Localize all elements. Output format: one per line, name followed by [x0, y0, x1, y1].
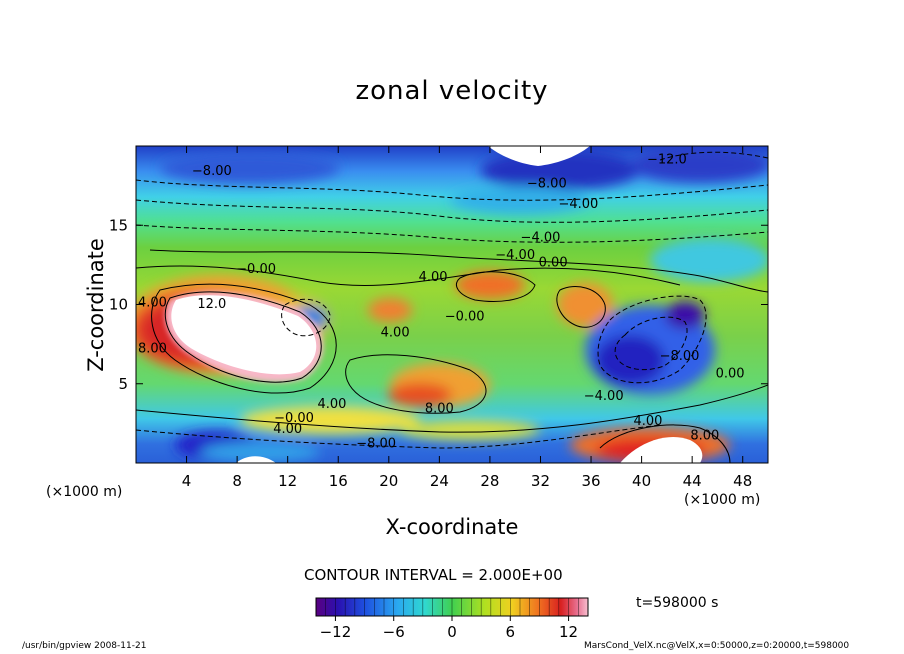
- y-tick-label: 5: [118, 375, 128, 393]
- colorbar-tick-label: 6: [506, 623, 516, 641]
- x-tick-label: 12: [278, 472, 297, 490]
- footer-program-date: /usr/bin/gpview 2008-11-21: [22, 641, 147, 651]
- contour-label: −4.00: [558, 197, 598, 212]
- contour-label: 4.00: [419, 270, 448, 285]
- x-tick-label: 16: [329, 472, 348, 490]
- x-tick-label: 36: [581, 472, 600, 490]
- colorbar-tick-label: −12: [320, 623, 352, 641]
- x-tick-label: 24: [430, 472, 449, 490]
- contour-label: 8.00: [138, 341, 167, 356]
- x-tick-label: 20: [379, 472, 398, 490]
- contour-label: −4.00: [584, 389, 624, 404]
- colorbar: −12 −6 0 6 12: [315, 597, 589, 641]
- time-label: t=598000 s: [636, 595, 719, 611]
- x-tick-label: 48: [733, 472, 752, 490]
- contour-interval-label: CONTOUR INTERVAL = 2.000E+00: [304, 566, 563, 584]
- contour-label: 4.00: [138, 295, 167, 310]
- chart-title: zonal velocity: [355, 76, 549, 106]
- contour-label: −12.0: [647, 153, 687, 168]
- x-tick-label: 40: [632, 472, 651, 490]
- contour-label: 12.0: [197, 297, 226, 312]
- colorbar-tick-label: −6: [383, 623, 405, 641]
- contour-label: 0.00: [539, 256, 568, 271]
- x-tick-label: 32: [531, 472, 550, 490]
- x-axis-unit-right: (×1000 m): [684, 492, 761, 508]
- contour-label: −0.00: [274, 411, 314, 426]
- contour-label: −8.00: [527, 176, 567, 191]
- x-tick-label: 8: [232, 472, 242, 490]
- x-tick-label: 44: [683, 472, 702, 490]
- contour-label: −8.00: [356, 436, 396, 451]
- colorbar-tick-label: 0: [447, 623, 457, 641]
- contour-label: 0.00: [716, 367, 745, 382]
- contour-label: 4.00: [381, 325, 410, 340]
- y-tick-label: 10: [109, 296, 128, 314]
- contour-label: 4.00: [317, 397, 346, 412]
- contour-label: −4.00: [521, 230, 561, 245]
- contour-label: 8.00: [690, 428, 719, 443]
- contour-label: −8.00: [192, 164, 232, 179]
- contour-label: −4.00: [495, 248, 535, 263]
- contour-label: −8.00: [660, 349, 700, 364]
- x-axis-label: X-coordinate: [385, 515, 519, 539]
- x-axis-unit-left: (×1000 m): [46, 484, 123, 500]
- x-tick-label: 4: [182, 472, 192, 490]
- y-tick-label: 15: [109, 216, 128, 234]
- footer-source: MarsCond_VelX.nc@VelX,x=0:50000,z=0:2000…: [584, 641, 850, 651]
- contour-label: −0.00: [445, 310, 485, 325]
- colorbar-tick-label: 12: [559, 623, 578, 641]
- contour-label: 4.00: [273, 422, 302, 437]
- x-tick-label: 28: [480, 472, 499, 490]
- velocity-field: [136, 146, 768, 463]
- contour-label: 4.00: [633, 414, 662, 429]
- contour-label: 8.00: [425, 402, 454, 417]
- contour-label: −0.00: [236, 262, 276, 277]
